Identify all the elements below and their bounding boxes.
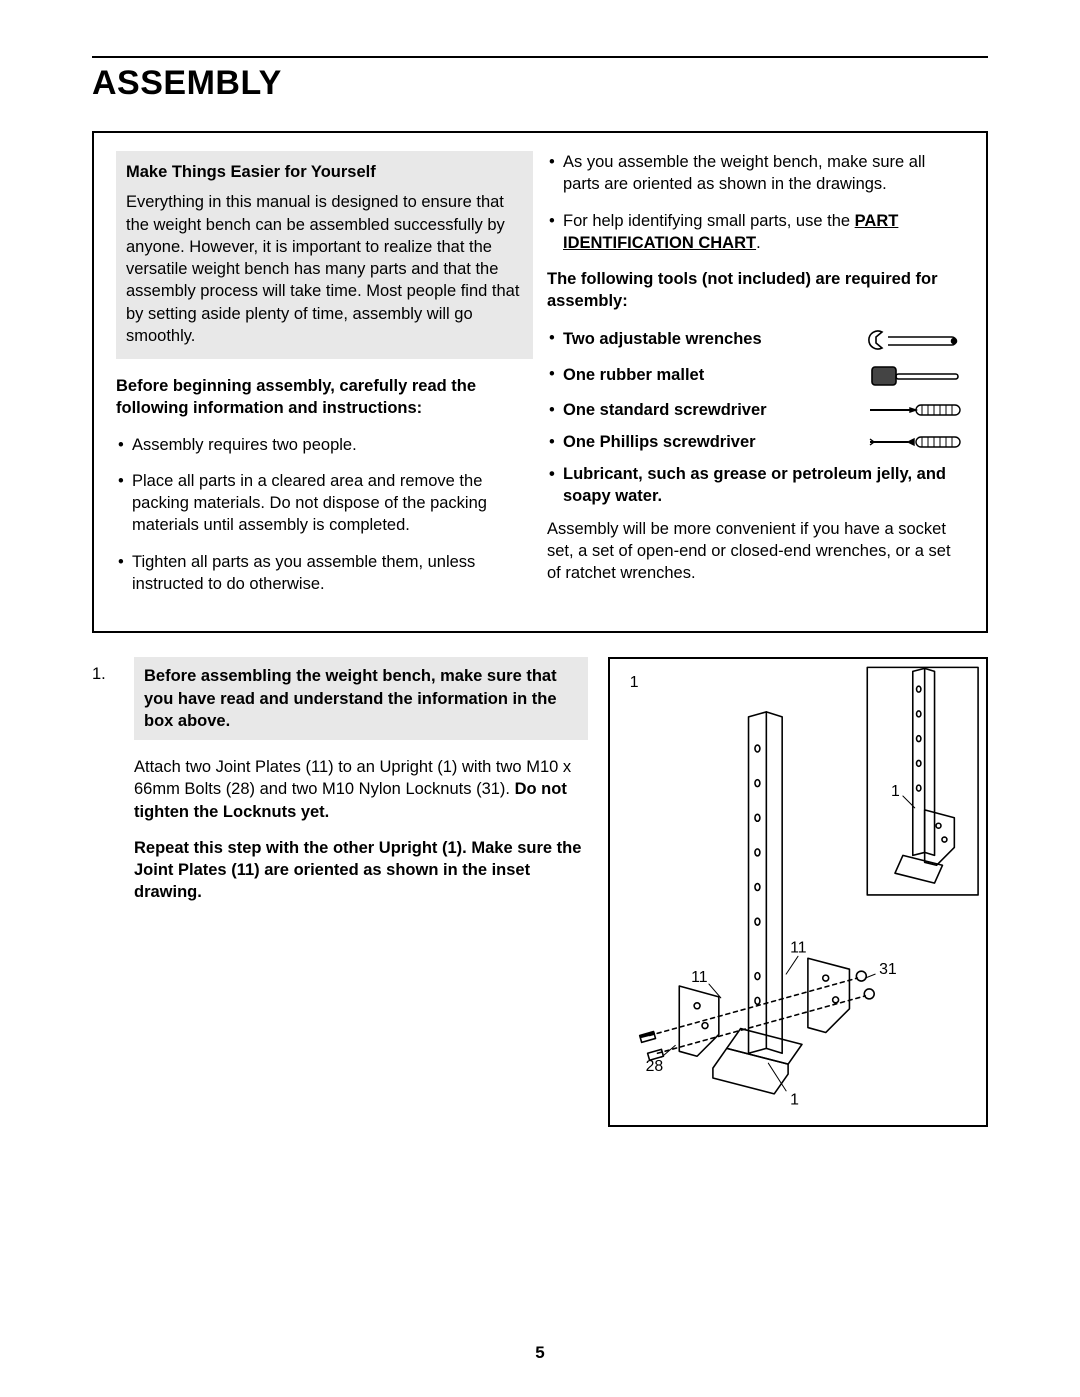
page-number: 5: [0, 1343, 1080, 1363]
phillips-screwdriver-icon: [868, 433, 964, 451]
tool-item: One rubber mallet: [547, 363, 964, 389]
list-item: Assembly requires two people.: [116, 434, 533, 456]
preparation-list: Assembly requires two people. Place all …: [116, 434, 533, 596]
tips-heading: Make Things Easier for Yourself: [126, 161, 523, 183]
intro-right-column: As you assemble the weight bench, make s…: [547, 151, 964, 609]
assembly-diagram: 1 1 11 11 31 28 1: [610, 659, 986, 1125]
orientation-list: As you assemble the weight bench, make s…: [547, 151, 964, 254]
tool-label: One rubber mallet: [563, 364, 704, 386]
tools-heading: The following tools (not included) are r…: [547, 268, 964, 313]
tool-item: One Phillips screwdriver: [547, 431, 964, 453]
section-title: ASSEMBLY: [92, 64, 988, 103]
parts-bullet-prefix: For help identifying small parts, use th…: [563, 212, 855, 230]
before-beginning-heading: Before beginning assembly, carefully rea…: [116, 375, 533, 420]
tool-label: One standard screwdriver: [563, 399, 767, 421]
figure-label-plate-left: 11: [691, 969, 708, 986]
step-number: 1.: [92, 657, 114, 1127]
list-item: As you assemble the weight bench, make s…: [547, 151, 964, 196]
tips-panel: Make Things Easier for Yourself Everythi…: [116, 151, 533, 359]
tools-block: Two adjustable wrenches: [547, 327, 964, 508]
step-figure: 1 1 11 11 31 28 1: [608, 657, 988, 1127]
mallet-icon: [868, 363, 964, 389]
step-text: Before assembling the weight bench, make…: [134, 657, 588, 1127]
step-1: 1. Before assembling the weight bench, m…: [92, 657, 988, 1127]
tool-item: One standard screwdriver: [547, 399, 964, 421]
figure-label-bolt: 28: [646, 1058, 664, 1075]
figure-label-main-ref: 1: [630, 674, 639, 691]
tool-label: Two adjustable wrenches: [563, 328, 762, 350]
tool-label: One Phillips screwdriver: [563, 431, 756, 453]
list-item: Tighten all parts as you assemble them, …: [116, 551, 533, 596]
list-item: Place all parts in a cleared area and re…: [116, 470, 533, 537]
list-item: For help identifying small parts, use th…: [547, 210, 964, 255]
parts-bullet-suffix: .: [756, 234, 761, 252]
tool-item: Two adjustable wrenches: [547, 327, 964, 353]
tools-closing: Assembly will be more convenient if you …: [547, 518, 964, 585]
manual-page: ASSEMBLY Make Things Easier for Yourself…: [0, 0, 1080, 1397]
figure-label-bottom: 1: [790, 1092, 799, 1109]
wrench-icon: [868, 327, 964, 353]
step-body-prefix: Attach two Joint Plates (11) to an Uprig…: [134, 758, 571, 798]
tips-body: Everything in this manual is designed to…: [126, 191, 523, 347]
flat-screwdriver-icon: [868, 401, 964, 419]
title-rule: [92, 56, 988, 58]
intro-left-column: Make Things Easier for Yourself Everythi…: [116, 151, 533, 609]
figure-label-plate-right: 11: [790, 940, 807, 957]
intro-box: Make Things Easier for Yourself Everythi…: [92, 131, 988, 633]
figure-label-inset-ref: 1: [891, 783, 900, 800]
step-warning-panel: Before assembling the weight bench, make…: [134, 657, 588, 740]
tool-item-lubricant: Lubricant, such as grease or petroleum j…: [547, 463, 964, 508]
step-body: Attach two Joint Plates (11) to an Uprig…: [134, 756, 588, 823]
tools-list: Two adjustable wrenches: [547, 327, 964, 508]
step-repeat: Repeat this step with the other Upright …: [134, 837, 588, 904]
figure-label-locknut: 31: [879, 961, 897, 978]
